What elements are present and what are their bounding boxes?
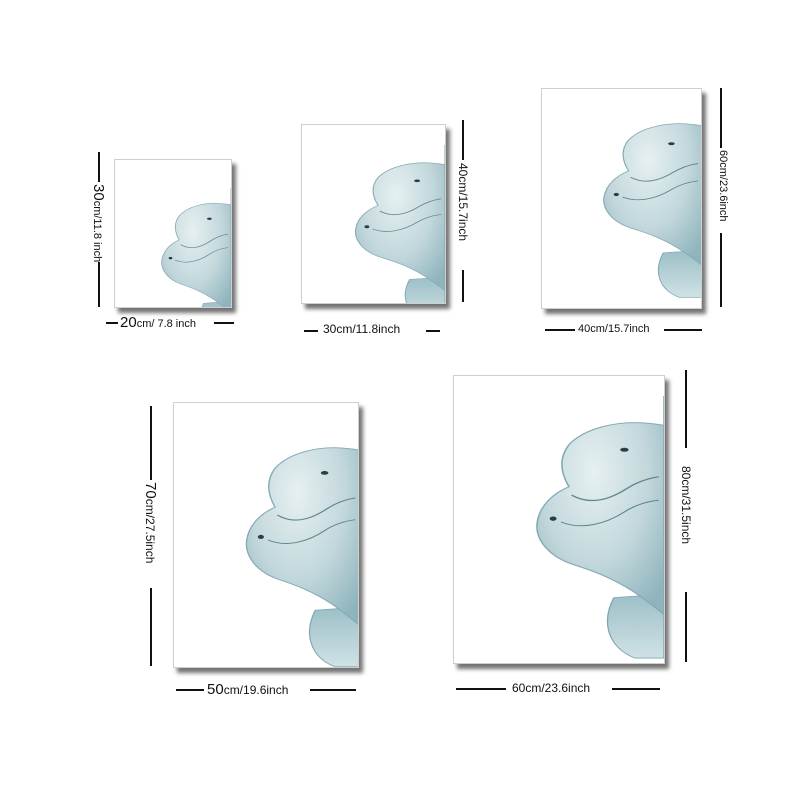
width-value: 50 xyxy=(207,681,224,698)
width-dimension-line xyxy=(176,689,204,691)
width-dimension-line xyxy=(304,330,318,332)
width-dimension-line xyxy=(426,330,440,332)
height-dimension-line xyxy=(685,370,687,448)
canvas-print-1[interactable] xyxy=(114,159,232,308)
height-dimension-line xyxy=(98,152,100,182)
height-dimension-line xyxy=(685,592,687,662)
height-dimension-line xyxy=(150,588,152,666)
width-label: 50cm/19.6inch xyxy=(207,682,288,698)
height-dimension-line xyxy=(720,88,722,148)
height-dimension-line xyxy=(462,120,464,160)
height-dimension-line xyxy=(720,233,722,307)
height-label: 40cm/15.7inch xyxy=(456,163,470,242)
width-label: 30cm/11.8inch xyxy=(323,322,401,336)
width-dimension-line xyxy=(456,688,506,690)
beluga-whale-artwork xyxy=(161,187,231,307)
beluga-whale-artwork xyxy=(603,103,701,299)
width-dimension-line xyxy=(310,689,356,691)
height-unit: cm/27.5inch xyxy=(143,498,157,564)
height-dimension-line xyxy=(150,406,152,480)
height-label: 70cm/27.5inch xyxy=(142,482,159,564)
canvas-print-2[interactable] xyxy=(301,124,446,304)
width-label: 60cm/23.6inch xyxy=(512,681,591,695)
width-dimension-line xyxy=(106,322,118,324)
canvas-print-3[interactable] xyxy=(541,88,702,309)
width-dimension-line xyxy=(545,329,575,331)
width-label: 20cm/ 7.8 inch xyxy=(120,315,196,331)
height-label: 60cm/23.6inch xyxy=(717,150,729,222)
width-dimension-line xyxy=(612,688,660,690)
width-unit: cm/ 7.8 inch xyxy=(136,318,196,330)
beluga-whale-artwork xyxy=(245,422,358,667)
width-unit: cm/19.6inch xyxy=(223,683,289,697)
height-dimension-line xyxy=(98,262,100,307)
width-label: 40cm/15.7inch xyxy=(578,323,650,335)
height-label: 80cm/31.5inch xyxy=(679,466,693,545)
width-dimension-line xyxy=(214,322,234,324)
width-value: 20 xyxy=(120,314,137,331)
height-label: 30cm/11.8 inch xyxy=(90,184,107,263)
height-value: 70 xyxy=(142,482,159,499)
width-dimension-line xyxy=(664,329,702,331)
canvas-print-5[interactable] xyxy=(453,375,665,664)
beluga-whale-artwork xyxy=(536,395,664,660)
height-value: 30 xyxy=(90,184,107,201)
canvas-print-4[interactable] xyxy=(173,402,359,668)
beluga-whale-artwork xyxy=(354,144,445,303)
height-dimension-line xyxy=(462,270,464,302)
height-unit: cm/11.8 inch xyxy=(91,200,103,263)
